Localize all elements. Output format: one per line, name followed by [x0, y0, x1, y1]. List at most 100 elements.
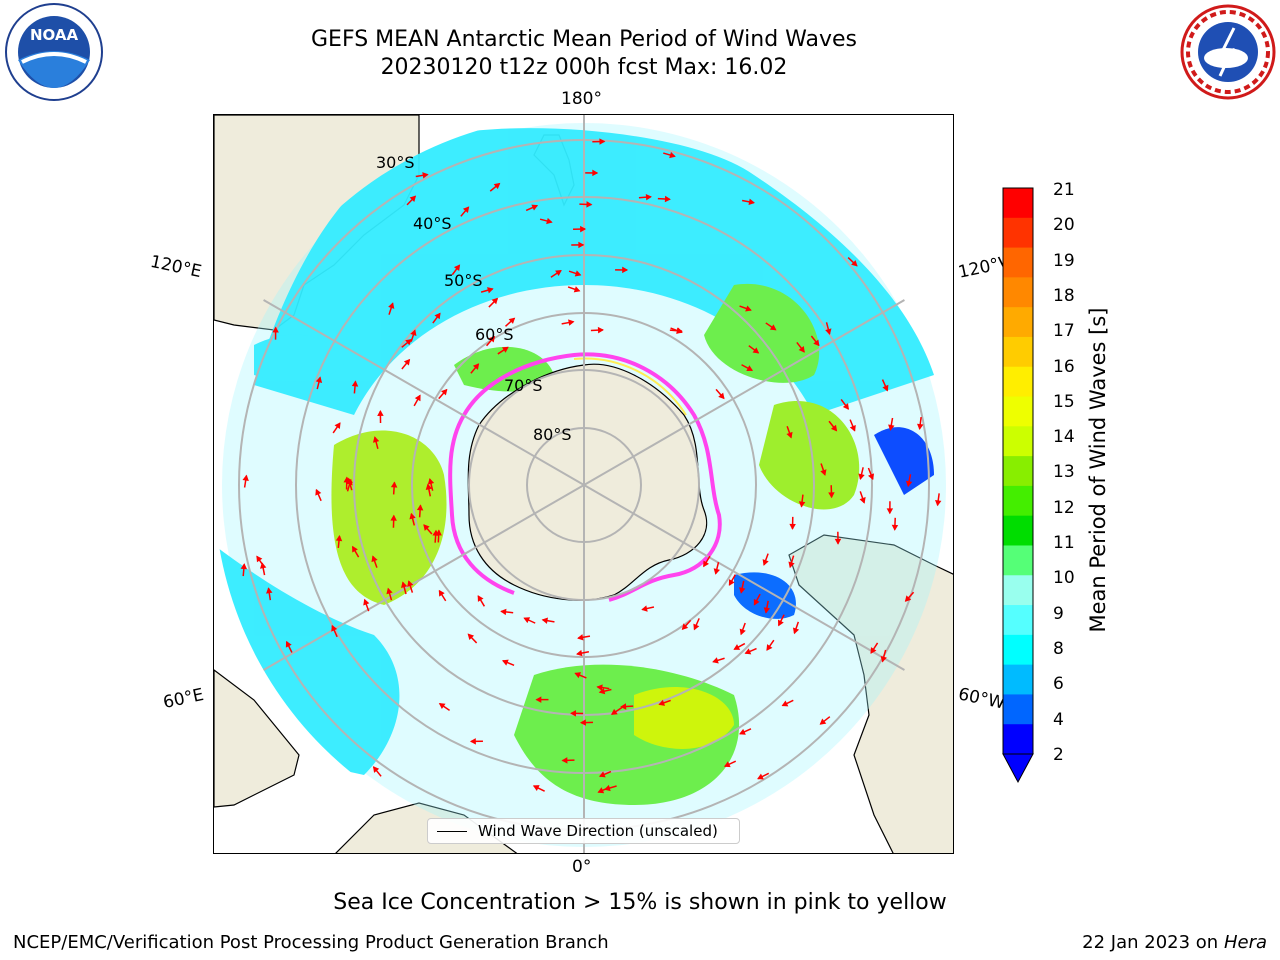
- wind-arrow-head: [641, 605, 648, 612]
- legend-label: Wind Wave Direction (unscaled): [478, 822, 718, 840]
- wind-arrow-head: [828, 492, 835, 499]
- wind-arrow-head: [372, 436, 380, 443]
- colorbar-tick-label: 16: [1053, 356, 1075, 377]
- wind-arrow-head: [574, 672, 582, 679]
- wind-arrow-head: [739, 587, 746, 594]
- wind-arrow-head: [592, 169, 599, 177]
- wind-arrow-head: [676, 327, 683, 334]
- wind-arrow-head: [422, 172, 429, 179]
- wind-direction-arrows: [240, 138, 942, 794]
- colorbar-segment: [1003, 188, 1033, 219]
- wind-arrow-head: [423, 524, 430, 531]
- colorbar-tick-label: 10: [1053, 568, 1075, 589]
- colorbar-tick-label: 21: [1053, 180, 1075, 200]
- wind-arrow-head: [576, 649, 583, 657]
- wind-arrow-head: [416, 504, 424, 511]
- wind-arrow-head: [390, 481, 398, 488]
- meridian-line: [263, 484, 585, 671]
- colorbar-extend-arrow: [1002, 753, 1034, 784]
- wind-arrow-head: [681, 623, 689, 630]
- wind-arrow-head: [798, 501, 806, 508]
- colorbar-tick-label: 6: [1053, 674, 1064, 695]
- wind-arrow-head: [763, 607, 771, 614]
- colorbar: [1002, 187, 1034, 784]
- wind-arrow-head: [240, 563, 248, 570]
- wind-arrow-head: [819, 718, 827, 725]
- wind-arrow-head: [390, 514, 397, 521]
- wind-arrow-head: [363, 598, 370, 606]
- wind-arrow-head: [744, 648, 752, 655]
- wind-arrow-head: [414, 394, 421, 402]
- wind-arrow-head: [285, 640, 292, 648]
- wind-arrow-head: [739, 728, 746, 735]
- colorbar-tick-label: 20: [1053, 215, 1075, 236]
- wind-arrow-head: [664, 195, 671, 203]
- wind-arrow-head: [728, 579, 735, 586]
- map-canvas: [214, 115, 953, 853]
- colorbar-segment: [1003, 724, 1033, 755]
- wind-arrow-head: [882, 384, 889, 392]
- lat-label-50s: 50°S: [444, 271, 483, 290]
- colorbar-segment: [1003, 247, 1033, 278]
- wind-arrow-head: [798, 346, 805, 353]
- colorbar-tick-label: 13: [1053, 462, 1075, 483]
- wind-arrow-head: [777, 619, 784, 627]
- wind-arrow-head: [597, 326, 604, 334]
- polar-map: [213, 114, 954, 854]
- wind-arrow-head: [508, 317, 516, 324]
- wind-arrow-head: [752, 347, 760, 354]
- colorbar-segment: [1003, 545, 1033, 576]
- colorbar-segment: [1003, 396, 1033, 427]
- colorbar-segment: [1003, 366, 1033, 398]
- wind-arrow-head: [242, 474, 249, 481]
- colorbar-tick-label: 14: [1053, 427, 1075, 448]
- wind-arrow-head: [462, 206, 470, 213]
- lon-label-60e: 60°E: [161, 684, 206, 714]
- noaa-logo: NOAA: [5, 3, 103, 101]
- sea-ice-edge: [448, 352, 722, 602]
- colorbar-segment: [1003, 277, 1033, 308]
- colorbar-segment: [1003, 694, 1033, 725]
- colorbar-tick-label: 4: [1053, 709, 1064, 730]
- wind-arrow-head: [880, 655, 887, 663]
- wind-arrow-head: [501, 346, 509, 353]
- lat-label-80s: 80°S: [533, 425, 572, 444]
- wind-arrow-head: [467, 633, 475, 641]
- wind-arrow-head: [574, 270, 582, 277]
- wind-arrow-head: [435, 529, 442, 536]
- colorbar-segment: [1003, 456, 1033, 487]
- colorbar-segment: [1003, 485, 1033, 517]
- colorbar-tick-label: 11: [1053, 533, 1075, 553]
- wind-arrow-head: [535, 696, 542, 703]
- wind-arrow-head: [745, 305, 752, 312]
- wind-arrow-head: [904, 595, 912, 602]
- wind-arrow-head: [315, 488, 322, 496]
- wind-arrow-head: [546, 217, 553, 225]
- wind-arrow-head: [769, 324, 777, 331]
- wind-arrow-head: [352, 545, 358, 553]
- wind-arrow-head: [596, 684, 603, 691]
- wind-arrow-head: [713, 568, 720, 575]
- wind-arrow-head: [371, 555, 378, 563]
- footer-right: 22 Jan 2023 on Hera: [1082, 932, 1267, 953]
- lon-label-60w: 60°W: [956, 684, 1007, 714]
- wind-arrow-head: [842, 403, 849, 410]
- wind-arrow-head: [762, 559, 769, 566]
- colorbar-segment: [1003, 515, 1033, 546]
- wind-arrow-head: [712, 657, 719, 664]
- wind-arrow-head: [597, 787, 605, 794]
- colorbar-segment: [1003, 426, 1033, 457]
- wind-arrow-head: [620, 703, 627, 710]
- wind-arrow-head: [438, 703, 446, 710]
- meridian-line: [263, 299, 585, 486]
- wind-arrow-head: [746, 365, 754, 371]
- wind-arrow-head: [331, 624, 338, 632]
- wind-arrow-head: [788, 561, 795, 569]
- lat-label-30s: 30°S: [376, 153, 415, 172]
- wind-arrow-head: [917, 423, 924, 431]
- wind-arrow-head: [757, 773, 764, 780]
- legend-line-swatch: [437, 831, 467, 832]
- wind-arrow-head: [825, 328, 832, 335]
- wind-arrow-head: [334, 422, 341, 429]
- wind-arrow-head: [372, 766, 380, 773]
